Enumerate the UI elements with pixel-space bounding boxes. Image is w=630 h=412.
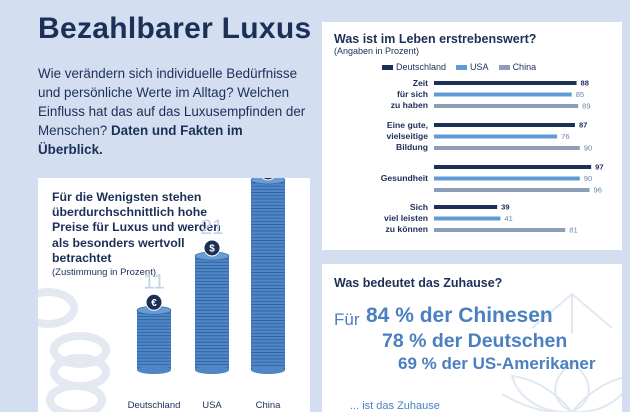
bar-value-label: 90 — [584, 144, 592, 153]
luxury-prices-card: Für die Wenigsten stehen überdurchschnit… — [38, 178, 310, 412]
faded-coins-icon — [38, 288, 110, 412]
bars-chart-subtitle: (Angaben in Prozent) — [334, 46, 420, 56]
intro-text: Wie verändern sich individuelle Bedürfni… — [38, 64, 308, 159]
coin-category-label: USA — [202, 400, 222, 411]
bar-value-label: 97 — [595, 163, 603, 172]
bar-category-label: Sich — [410, 202, 428, 212]
bar-category-label: zu haben — [391, 100, 428, 110]
euro-coin-icon: € — [145, 293, 163, 311]
bar-value-label: 39 — [501, 203, 509, 212]
bar-deutschland — [434, 165, 592, 169]
coin-category-label: China — [256, 400, 282, 411]
bar-value-label: 96 — [594, 186, 602, 195]
legend-item-deutschland: Deutschland — [382, 62, 446, 72]
bar-usa — [434, 216, 501, 221]
home-meaning-card: Was bedeutet das Zuhause? Für 84 % der C… — [322, 264, 622, 412]
bars-legend: Deutschland USA China — [382, 62, 536, 72]
yen-coin-icon: ¥ — [262, 178, 274, 181]
bar-value-label: 90 — [584, 174, 592, 183]
intro-paragraph: Wie verändern sich individuelle Bedürfni… — [38, 66, 306, 138]
bar-usa — [434, 92, 572, 97]
bar-deutschland — [434, 81, 577, 85]
bar-china — [434, 146, 580, 150]
legend-item-china: China — [498, 62, 536, 72]
bar-category-label: Zeit — [413, 78, 428, 88]
bar-usa — [434, 134, 558, 139]
coins-background — [38, 288, 110, 412]
bar-value-label: 89 — [582, 102, 590, 111]
bar-category-label: Bildung — [396, 142, 428, 152]
home-line-germany: 78 % der Deutschen — [382, 330, 568, 352]
coin-value-label: 11 — [143, 270, 165, 293]
bar-category-label: Eine gute, — [387, 120, 428, 130]
bar-value-label: 76 — [561, 132, 569, 141]
bar-category-label: vielseitige — [386, 131, 428, 141]
svg-text:€: € — [151, 298, 157, 309]
home-line-usa: 69 % der US-Amerikaner — [398, 354, 596, 373]
coin-stack-china — [250, 178, 286, 374]
lotus-icon — [501, 292, 622, 412]
home-prefix: Für — [334, 310, 360, 329]
bar-china — [434, 188, 590, 192]
coin-value-label: 21 — [200, 216, 223, 239]
dollar-coin-icon: $ — [203, 239, 221, 257]
coins-chart-subtitle: (Zustimmung in Prozent) — [52, 267, 157, 278]
bar-value-label: 41 — [504, 214, 512, 223]
coin-stack-usa — [194, 251, 230, 374]
bar-value-label: 87 — [579, 121, 587, 130]
bar-deutschland — [434, 123, 575, 127]
home-line-china: 84 % der Chinesen — [366, 304, 553, 327]
bar-deutschland — [434, 205, 498, 209]
life-goals-card: Was ist im Leben erstrebenswert? (Angabe… — [322, 22, 622, 250]
bar-category-label: für sich — [397, 89, 428, 99]
bar-category-label: zu können — [386, 224, 429, 234]
bars-chart-title: Was ist im Leben erstrebenswert? — [334, 32, 537, 46]
coin-stack-deutschland — [136, 305, 172, 374]
bar-value-label: 81 — [569, 226, 577, 235]
bar-value-label: 88 — [581, 79, 589, 88]
bar-category-label: viel leisten — [384, 213, 428, 223]
svg-text:$: $ — [209, 243, 215, 254]
bar-value-label: 85 — [576, 90, 584, 99]
bar-category-label: Gesundheit — [381, 173, 428, 183]
home-footer: ... ist das Zuhause — [350, 400, 440, 412]
page-title: Bezahlbarer Luxus — [38, 12, 312, 45]
intro-bold: Daten und Fakten im Überblick. — [38, 123, 243, 157]
coin-category-label: Deutschland — [128, 400, 181, 411]
bar-usa — [434, 176, 580, 181]
coins-chart-title: Für die Wenigsten stehen überdurchschnit… — [52, 190, 221, 265]
bar-china — [434, 104, 579, 108]
legend-item-usa: USA — [456, 62, 489, 72]
home-title: Was bedeutet das Zuhause? — [334, 276, 503, 290]
bar-china — [434, 228, 566, 232]
